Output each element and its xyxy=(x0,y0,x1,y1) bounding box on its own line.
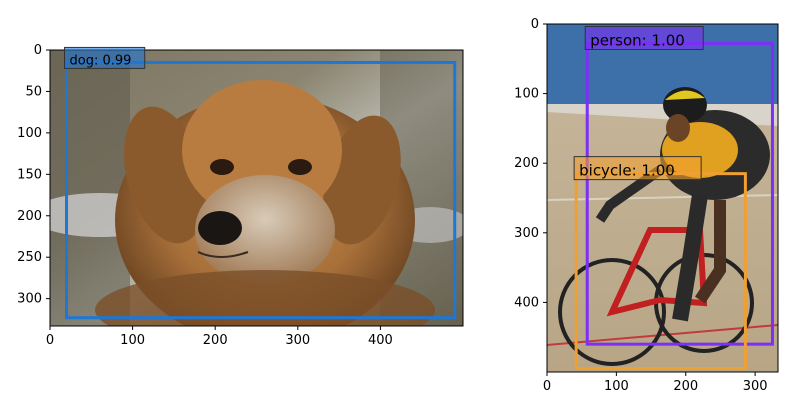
cyclist-axes-frame xyxy=(546,23,779,373)
x-tick-label: 0 xyxy=(543,379,551,394)
y-tick-label: 200 xyxy=(514,156,539,171)
y-tick-label: 400 xyxy=(514,295,539,310)
x-tick-label: 100 xyxy=(120,333,145,348)
dog-label: dog: 0.99 xyxy=(70,53,132,68)
cyclist-image xyxy=(547,24,778,372)
dog-image xyxy=(50,50,463,326)
dog-detections: dog: 0.99 xyxy=(64,46,457,320)
y-tick-label: 100 xyxy=(17,126,42,141)
y-tick-label: 200 xyxy=(17,209,42,224)
dog-axes: 0 100 200 300 400 0 50 100 150 200 250 300 xyxy=(17,43,393,348)
x-tick-label: 300 xyxy=(743,379,768,394)
dog-bounding-box xyxy=(65,60,457,320)
x-tick-label: 0 xyxy=(46,333,54,348)
y-tick-label: 0 xyxy=(34,43,42,58)
y-tick-label: 100 xyxy=(514,87,539,102)
y-tick-label: 300 xyxy=(514,226,539,241)
person-label-background xyxy=(584,25,704,50)
cyclist-detections: person: 1.00 bicycle: 1.00 xyxy=(573,25,774,371)
y-tick-label: 50 xyxy=(25,84,42,99)
x-tick-label: 200 xyxy=(673,379,698,394)
x-tick-label: 400 xyxy=(368,333,393,348)
y-tick-label: 250 xyxy=(17,250,42,265)
x-tick-label: 200 xyxy=(203,333,228,348)
y-tick-label: 300 xyxy=(17,292,42,307)
bicycle-label-background xyxy=(573,156,702,181)
person-label: person: 1.00 xyxy=(590,31,685,49)
y-tick-label: 0 xyxy=(531,17,539,32)
bicycle-label: bicycle: 1.00 xyxy=(579,162,675,180)
dog-label-background xyxy=(64,46,146,69)
cyclist-axes: 0 100 200 300 0 100 200 300 400 xyxy=(514,17,767,394)
x-tick-label: 100 xyxy=(604,379,629,394)
dog-axes-frame xyxy=(49,49,464,327)
y-tick-label: 150 xyxy=(17,167,42,182)
x-tick-label: 300 xyxy=(285,333,310,348)
